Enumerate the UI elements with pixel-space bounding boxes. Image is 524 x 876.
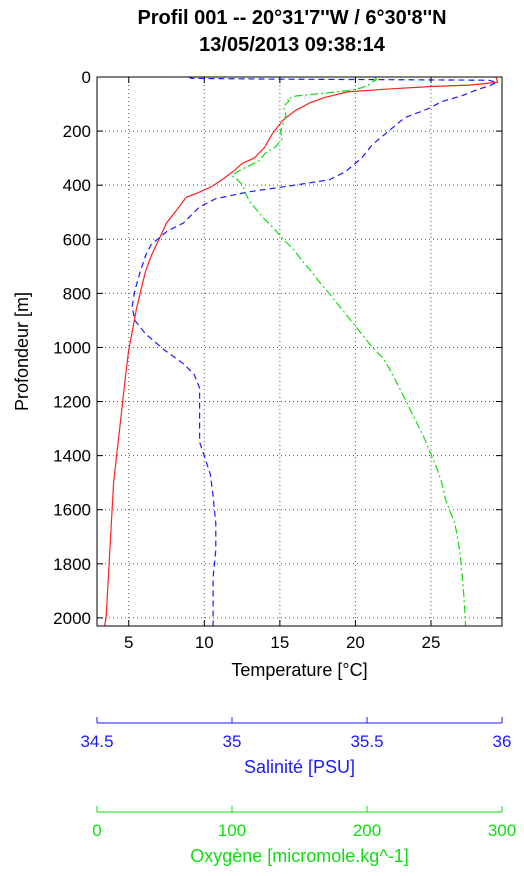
x-tick-label-oxygen: 100: [218, 821, 246, 840]
x-tick-label-temperature: 20: [346, 633, 365, 652]
secondary-x-axes: 34.5 35 35.5 36 Salinité [PSU] 0 100 200 300 Oxyg…: [80, 717, 516, 866]
x-tick-label-temperature: 5: [124, 633, 133, 652]
y-tick-label: 1600: [53, 501, 91, 520]
x-tick-label-oxygen: 200: [353, 821, 381, 840]
x-tick-label-salinity: 36: [493, 732, 512, 751]
plot-background: [97, 77, 502, 626]
x-tick-label-oxygen: 0: [92, 821, 101, 840]
x-tick-label-salinity: 35.5: [350, 732, 383, 751]
x-tick-label-temperature: 25: [422, 633, 441, 652]
x-axis-label-salinity: Salinité [PSU]: [244, 757, 355, 777]
plot-frame: [96, 76, 503, 627]
y-tick-label: 200: [63, 122, 91, 141]
series-line-temperature: [104, 77, 499, 626]
x-tick-label-oxygen: 300: [488, 821, 516, 840]
x-axis-label-oxygen: Oxygène [micromole.kg^-1]: [190, 846, 409, 866]
y-tick-label: 1000: [53, 338, 91, 357]
x-tick-label-salinity: 35: [223, 732, 242, 751]
x-axis-label-temperature: Temperature [°C]: [231, 660, 367, 680]
x-tick-label-temperature: 10: [195, 633, 214, 652]
y-tick-label: 600: [63, 230, 91, 249]
x-tick-label-salinity: 34.5: [80, 732, 113, 751]
y-tick-label: 400: [63, 176, 91, 195]
chart-title-line-1: Profil 001 -- 20°31'7''W / 6°30'8''N: [137, 7, 446, 29]
plot-area: 5 10 15 20 25 Temperature [°C] 0 200 400 600 800 10…: [53, 68, 503, 680]
y-tick-label: 1400: [53, 447, 91, 466]
y-tick-label: 2000: [53, 609, 91, 628]
series-line-salinity: [131, 77, 499, 626]
y-tick-label: 1800: [53, 555, 91, 574]
y-tick-label: 1200: [53, 393, 91, 412]
chart-title-line-2: 13/05/2013 09:38:14: [199, 34, 386, 56]
series-line-oxygen: [230, 77, 467, 626]
y-tick-label: 800: [63, 284, 91, 303]
x-tick-label-temperature: 15: [270, 633, 289, 652]
y-tick-label: 0: [82, 68, 91, 87]
y-axis-label: Profondeur [m]: [12, 292, 32, 411]
